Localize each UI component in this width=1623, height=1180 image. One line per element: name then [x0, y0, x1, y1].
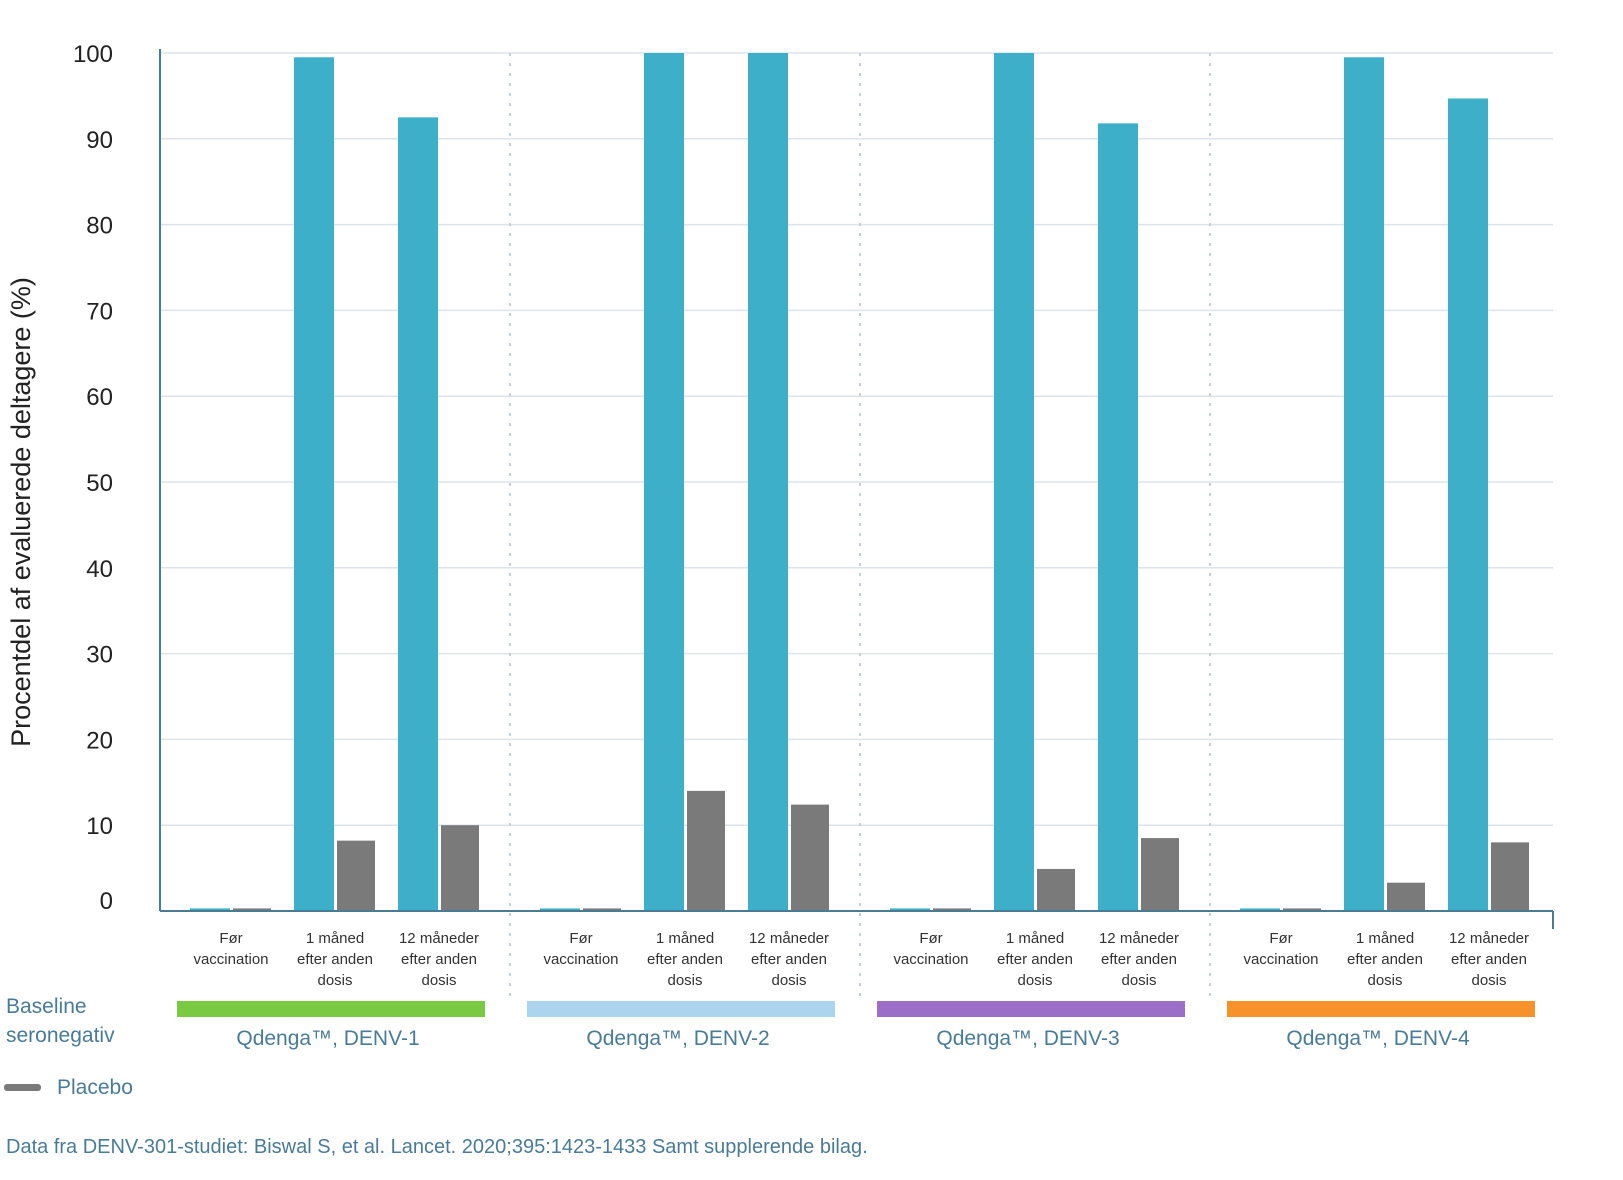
- y-tick-label: 40: [86, 556, 113, 583]
- bar-placebo: [687, 790, 725, 911]
- category-label: efter anden: [1347, 951, 1423, 968]
- category-label: 12 måneder: [1449, 930, 1529, 947]
- category-label: dosis: [771, 972, 806, 989]
- category-label: Før: [219, 930, 242, 947]
- y-tick-label: 30: [86, 642, 113, 669]
- category-label: dosis: [1471, 972, 1506, 989]
- category-label: Før: [1269, 930, 1292, 947]
- y-tick-label: 0: [100, 888, 113, 915]
- y-tick-label: 80: [86, 213, 113, 240]
- category-label: efter anden: [997, 951, 1073, 968]
- grid-lines: [160, 52, 1553, 1000]
- category-label: Før: [569, 930, 592, 947]
- group-color-bar: [877, 1001, 1185, 1017]
- y-tick-label: 60: [86, 384, 113, 411]
- bar-placebo: [583, 908, 621, 911]
- group-color-bar: [527, 1001, 835, 1017]
- y-tick-label: 90: [86, 127, 113, 154]
- category-label: 1 måned: [1006, 930, 1064, 947]
- bar-placebo: [933, 908, 971, 911]
- legend-placebo-swatch: [4, 1084, 41, 1091]
- group-label: Qdenga™, DENV-1: [236, 1027, 419, 1050]
- category-label: 12 måneder: [399, 930, 479, 947]
- category-label: vaccination: [543, 951, 618, 968]
- bar-qdenga: [294, 57, 334, 912]
- bar-qdenga: [890, 908, 930, 911]
- y-tick-label: 100: [73, 41, 113, 68]
- bar-placebo: [1037, 868, 1075, 911]
- group-label: Qdenga™, DENV-3: [936, 1027, 1119, 1050]
- category-label: dosis: [1367, 972, 1402, 989]
- bar-placebo: [337, 840, 375, 911]
- bar-placebo: [1387, 882, 1425, 911]
- axes: [159, 49, 1554, 929]
- group-color-bar: [177, 1001, 485, 1017]
- category-label: dosis: [1017, 972, 1052, 989]
- y-tick-label: 70: [86, 298, 113, 325]
- bar-qdenga: [994, 53, 1034, 911]
- category-label: dosis: [421, 972, 456, 989]
- baseline-label-line2: seronegativ: [6, 1024, 115, 1047]
- category-label: Før: [919, 930, 942, 947]
- bar-qdenga: [748, 53, 788, 911]
- category-label: 1 måned: [656, 930, 714, 947]
- category-label: efter anden: [401, 951, 477, 968]
- category-label: efter anden: [647, 951, 723, 968]
- bar-placebo: [233, 908, 271, 911]
- category-label: 12 måneder: [749, 930, 829, 947]
- category-label: vaccination: [193, 951, 268, 968]
- bar-qdenga: [1344, 57, 1384, 912]
- category-label: dosis: [667, 972, 702, 989]
- category-label: vaccination: [893, 951, 968, 968]
- bar-placebo: [1491, 842, 1529, 911]
- group-label: Qdenga™, DENV-2: [586, 1027, 769, 1050]
- baseline-label-line1: Baseline: [6, 995, 87, 1018]
- bar-qdenga: [644, 53, 684, 911]
- bar-placebo: [441, 825, 479, 911]
- category-label: dosis: [1121, 972, 1156, 989]
- bar-qdenga: [398, 117, 438, 912]
- bar-qdenga: [1448, 98, 1488, 911]
- y-tick-label: 10: [86, 813, 113, 840]
- category-label: efter anden: [751, 951, 827, 968]
- legend-placebo-label: Placebo: [57, 1076, 133, 1099]
- category-label: efter anden: [1451, 951, 1527, 968]
- group-label: Qdenga™, DENV-4: [1286, 1027, 1470, 1050]
- category-label: 1 måned: [306, 930, 364, 947]
- category-label: vaccination: [1243, 951, 1318, 968]
- bar-placebo: [791, 804, 829, 911]
- y-axis-label: Procentdel af evaluerede deltagere (%): [6, 277, 36, 747]
- bar-qdenga: [190, 908, 230, 911]
- category-label: 12 måneder: [1099, 930, 1179, 947]
- y-tick-label: 50: [86, 470, 113, 497]
- source-note: Data fra DENV-301-studiet: Biswal S, et …: [6, 1136, 868, 1158]
- bars: [177, 53, 1535, 1017]
- bar-placebo: [1283, 908, 1321, 911]
- bar-placebo: [1141, 838, 1179, 911]
- group-color-bar: [1227, 1001, 1535, 1017]
- category-label: efter anden: [1101, 951, 1177, 968]
- bar-qdenga: [1098, 123, 1138, 911]
- bar-qdenga: [540, 908, 580, 911]
- category-label: dosis: [317, 972, 352, 989]
- bar-qdenga: [1240, 908, 1280, 911]
- category-label: 1 måned: [1356, 930, 1414, 947]
- category-label: efter anden: [297, 951, 373, 968]
- y-tick-label: 20: [86, 727, 113, 754]
- labels: 0 10 20 30 40 50 60 70 80 90 100 Før vaccination 1 må…: [73, 41, 1529, 1050]
